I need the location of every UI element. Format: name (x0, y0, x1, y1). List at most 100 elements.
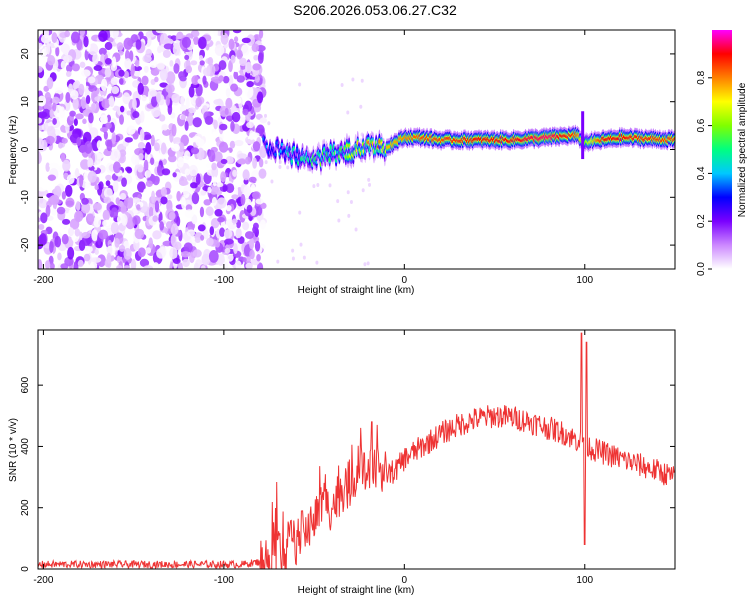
noise-blob (258, 30, 264, 39)
noise-blob (45, 162, 50, 173)
noise-blob (96, 140, 103, 150)
noise-blob (132, 98, 137, 110)
noise-blob (255, 198, 264, 205)
noise-blob (180, 95, 185, 107)
noise-blob (180, 114, 186, 121)
noise-blob (242, 257, 247, 263)
noise-blob (60, 43, 70, 54)
noise-blob (184, 54, 190, 61)
noise-blob (104, 41, 113, 51)
noise-blob (233, 36, 239, 43)
noise-blob (328, 183, 332, 188)
noise-blob (191, 192, 200, 205)
noise-blob (244, 85, 254, 99)
noise-blob (200, 265, 206, 269)
noise-blob (260, 202, 267, 209)
noise-blob (224, 247, 231, 254)
noise-blob (243, 185, 252, 198)
noise-blob (188, 164, 198, 177)
ridge-mark (282, 149, 286, 153)
noise-blob (346, 190, 350, 195)
noise-blob (267, 121, 271, 126)
noise-blob (133, 70, 141, 77)
noise-blob (130, 259, 137, 269)
noise-blob (148, 237, 154, 251)
snr-x-axis-label: Height of straight line (km) (298, 585, 415, 596)
noise-blob (216, 182, 224, 188)
noise-blob (179, 180, 189, 186)
noise-blob (44, 91, 52, 103)
noise-blob (226, 253, 234, 262)
noise-blob (99, 114, 108, 125)
noise-blob (259, 219, 266, 230)
noise-blob (154, 200, 160, 213)
noise-blob (151, 190, 156, 204)
noise-blob (228, 38, 235, 50)
noise-blob (38, 184, 47, 192)
noise-blob (240, 193, 246, 206)
noise-blob (62, 159, 71, 172)
snr-background (38, 330, 675, 569)
noise-blob (211, 131, 218, 139)
noise-blob (184, 120, 189, 131)
noise-blob (177, 156, 185, 168)
spectrogram-y-axis-label: Frequency (Hz) (8, 116, 19, 185)
noise-blob (162, 49, 171, 59)
noise-blob (121, 214, 128, 226)
noise-blob (252, 132, 260, 138)
noise-blob (154, 76, 159, 83)
noise-blob (110, 77, 118, 85)
noise-blob (161, 168, 171, 176)
ridge-mark (280, 143, 284, 147)
chart-title: S206.2026.053.06.27.C32 (293, 2, 457, 18)
noise-blob (208, 249, 219, 263)
noise-blob (88, 127, 99, 138)
noise-blob (220, 171, 227, 183)
noise-blob (45, 215, 54, 221)
noise-blob (134, 228, 145, 240)
noise-blob (52, 102, 57, 112)
noise-blob (121, 177, 127, 187)
noise-blob (252, 63, 261, 71)
noise-blob (258, 168, 267, 179)
noise-blob (223, 229, 233, 239)
noise-blob (137, 164, 144, 173)
noise-blob (259, 117, 267, 124)
noise-blob (72, 81, 79, 91)
noise-blob (119, 78, 124, 85)
noise-blob (252, 157, 258, 169)
noise-blob (264, 113, 268, 118)
noise-blob (116, 264, 123, 269)
noise-blob (149, 90, 158, 97)
noise-blob (58, 142, 63, 149)
noise-blob (153, 110, 162, 117)
noise-blob (156, 248, 166, 259)
colorbar-tick-label: 0.4 (696, 166, 707, 180)
noise-blob (74, 228, 81, 237)
noise-blob (144, 134, 152, 140)
noise-blob (205, 123, 215, 130)
noise-blob (73, 261, 79, 269)
noise-blob (213, 30, 218, 37)
noise-blob (179, 75, 187, 82)
noise-blob (216, 253, 225, 266)
noise-blob (361, 188, 365, 193)
noise-blob (123, 265, 131, 269)
noise-blob (75, 200, 81, 212)
noise-blob (256, 254, 261, 262)
noise-blob (155, 30, 166, 34)
noise-blob (40, 34, 51, 44)
noise-blob (234, 139, 244, 147)
noise-blob (337, 218, 341, 223)
noise-blob (82, 131, 92, 145)
noise-blob (229, 140, 236, 149)
noise-blob (246, 80, 254, 88)
noise-blob (185, 65, 193, 74)
noise-blob (102, 209, 110, 221)
noise-blob (251, 43, 259, 53)
noise-blob (59, 106, 66, 119)
noise-blob (83, 253, 91, 262)
noise-blob (119, 114, 125, 125)
noise-blob (108, 37, 114, 43)
noise-blob (193, 262, 199, 269)
